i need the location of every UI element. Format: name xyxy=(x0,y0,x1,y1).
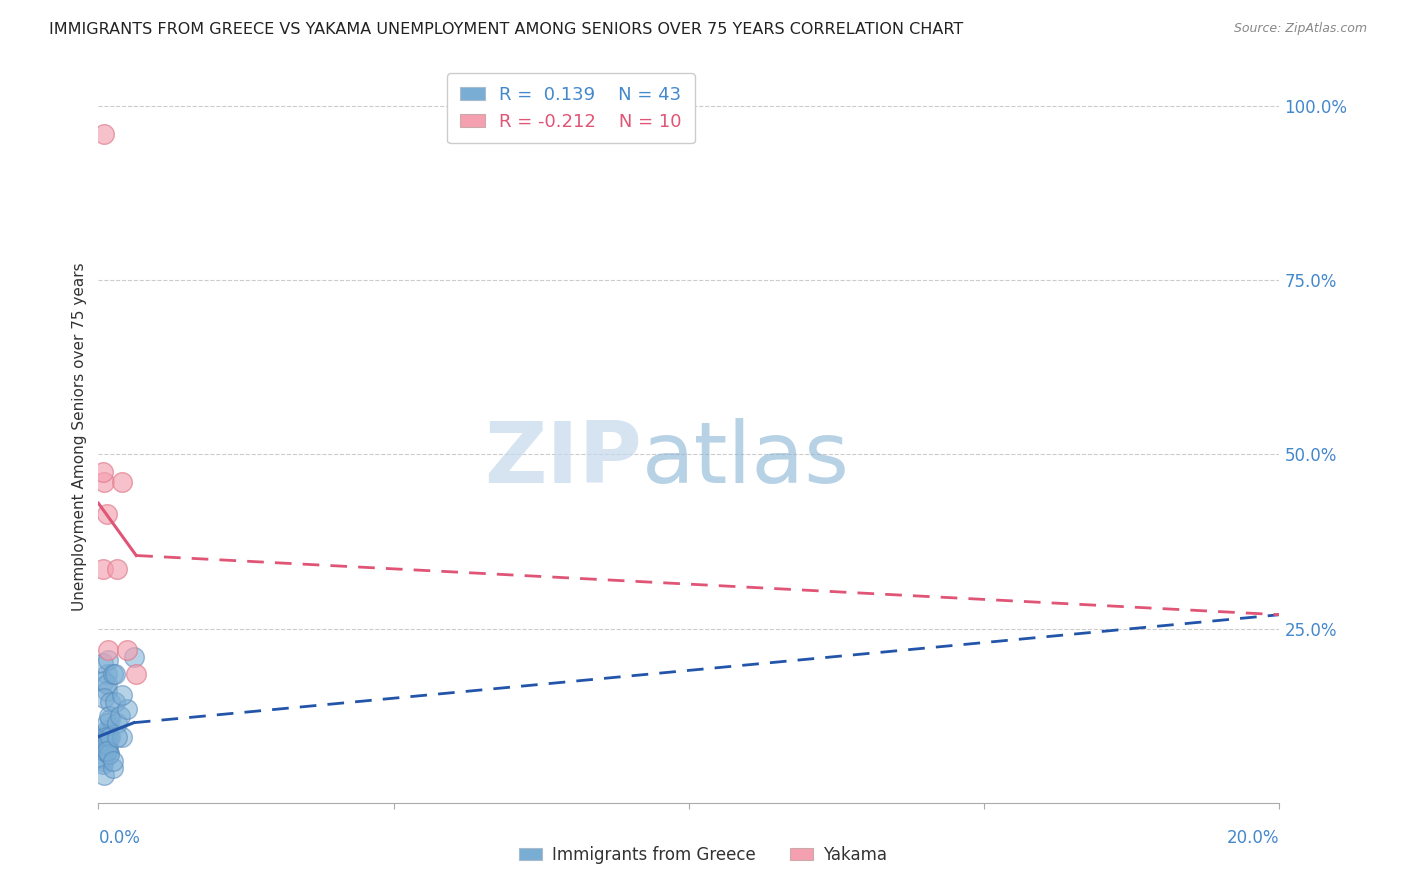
Point xyxy=(97,653,120,667)
Point xyxy=(97,740,120,755)
Point xyxy=(122,649,145,664)
Point xyxy=(96,726,118,740)
Point xyxy=(98,730,121,744)
Point xyxy=(94,733,117,747)
Point xyxy=(91,754,114,768)
Point xyxy=(125,667,148,681)
Point xyxy=(98,712,121,726)
Text: IMMIGRANTS FROM GREECE VS YAKAMA UNEMPLOYMENT AMONG SENIORS OVER 75 YEARS CORREL: IMMIGRANTS FROM GREECE VS YAKAMA UNEMPLO… xyxy=(49,22,963,37)
Point xyxy=(93,730,115,744)
Point xyxy=(93,127,115,141)
Point xyxy=(91,757,114,772)
Point xyxy=(104,667,127,681)
Point xyxy=(93,768,115,782)
Point xyxy=(91,657,114,671)
Point xyxy=(98,730,121,744)
Point xyxy=(96,730,118,744)
Point xyxy=(91,465,114,479)
Point xyxy=(98,708,121,723)
Point xyxy=(96,684,118,698)
Point xyxy=(93,743,115,757)
Point xyxy=(93,691,115,706)
Point xyxy=(96,743,118,757)
Point xyxy=(101,761,124,775)
Text: 0.0%: 0.0% xyxy=(98,829,141,847)
Point xyxy=(115,702,138,716)
Point xyxy=(96,507,118,521)
Point xyxy=(105,730,128,744)
Point xyxy=(93,737,115,751)
Point xyxy=(96,667,118,681)
Point xyxy=(104,695,127,709)
Point xyxy=(98,747,121,761)
Text: ZIP: ZIP xyxy=(484,417,641,500)
Point xyxy=(93,673,115,688)
Point xyxy=(93,740,115,755)
Point xyxy=(105,715,128,730)
Point xyxy=(98,747,121,761)
Point xyxy=(96,723,118,737)
Point xyxy=(115,642,138,657)
Text: 20.0%: 20.0% xyxy=(1227,829,1279,847)
Point xyxy=(91,562,114,576)
Point xyxy=(96,677,118,691)
Point xyxy=(101,667,124,681)
Legend: R =  0.139    N = 43, R = -0.212    N = 10: R = 0.139 N = 43, R = -0.212 N = 10 xyxy=(447,73,695,144)
Y-axis label: Unemployment Among Seniors over 75 years: Unemployment Among Seniors over 75 years xyxy=(72,263,87,611)
Point xyxy=(111,688,134,702)
Point xyxy=(111,475,134,490)
Text: atlas: atlas xyxy=(641,417,849,500)
Point xyxy=(96,715,118,730)
Point xyxy=(91,750,114,764)
Legend: Immigrants from Greece, Yakama: Immigrants from Greece, Yakama xyxy=(512,839,894,871)
Point xyxy=(101,754,124,768)
Point xyxy=(111,730,134,744)
Text: Source: ZipAtlas.com: Source: ZipAtlas.com xyxy=(1233,22,1367,36)
Point xyxy=(105,562,128,576)
Point xyxy=(93,743,115,757)
Point xyxy=(108,708,131,723)
Point xyxy=(98,695,121,709)
Point xyxy=(93,475,115,490)
Point xyxy=(96,737,118,751)
Point xyxy=(97,642,120,657)
